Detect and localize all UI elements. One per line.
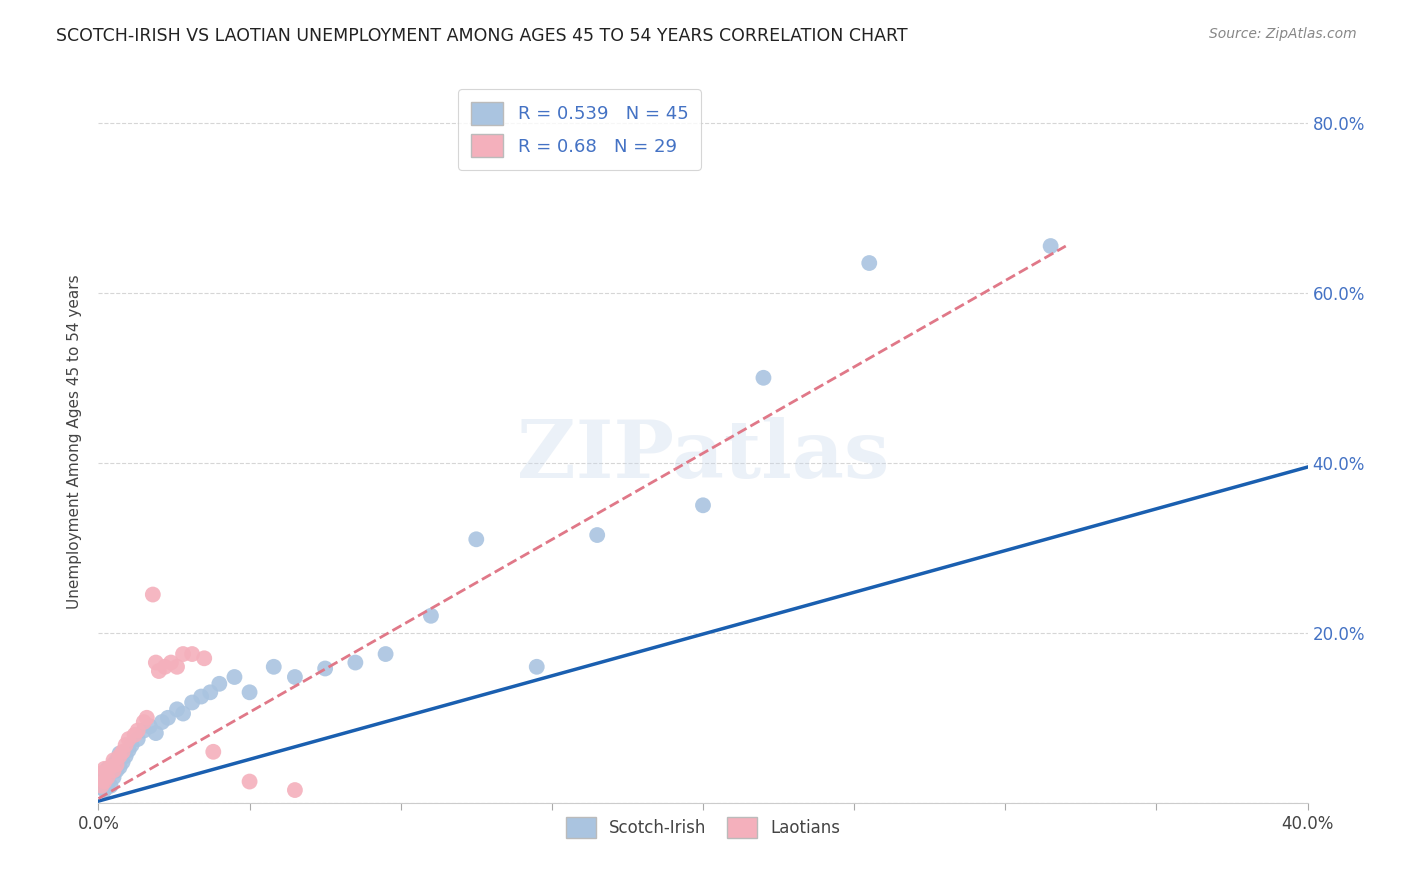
Point — [314, 661, 336, 675]
Point — [121, 738, 143, 752]
Legend: Scotch-Irish, Laotians: Scotch-Irish, Laotians — [560, 810, 846, 845]
Point — [1039, 239, 1062, 253]
Point — [239, 685, 262, 699]
Point — [93, 783, 115, 797]
Point — [224, 670, 246, 684]
Point — [108, 749, 131, 764]
Point — [166, 660, 188, 674]
Point — [181, 647, 204, 661]
Point — [135, 711, 157, 725]
Point — [124, 728, 146, 742]
Point — [139, 719, 162, 733]
Point — [208, 677, 231, 691]
Point — [105, 757, 128, 772]
Point — [858, 256, 880, 270]
Point — [103, 770, 125, 784]
Point — [150, 714, 173, 729]
Point — [127, 723, 149, 738]
Point — [118, 743, 141, 757]
Point — [692, 498, 714, 512]
Point — [172, 706, 194, 721]
Point — [105, 753, 128, 767]
Point — [181, 696, 204, 710]
Y-axis label: Unemployment Among Ages 45 to 54 years: Unemployment Among Ages 45 to 54 years — [67, 274, 83, 609]
Point — [111, 745, 134, 759]
Point — [284, 670, 307, 684]
Point — [90, 780, 112, 795]
Point — [127, 732, 149, 747]
Point — [93, 774, 115, 789]
Point — [103, 764, 125, 778]
Point — [156, 711, 179, 725]
Point — [90, 779, 112, 793]
Point — [132, 714, 155, 729]
Point — [114, 749, 136, 764]
Point — [93, 762, 115, 776]
Point — [100, 779, 122, 793]
Point — [190, 690, 212, 704]
Point — [93, 769, 115, 783]
Point — [166, 702, 188, 716]
Point — [284, 783, 307, 797]
Point — [145, 726, 167, 740]
Point — [105, 764, 128, 778]
Point — [374, 647, 396, 661]
Point — [108, 760, 131, 774]
Point — [96, 770, 118, 784]
Point — [193, 651, 215, 665]
Point — [148, 664, 170, 678]
Text: ZIPatlas: ZIPatlas — [517, 417, 889, 495]
Point — [114, 738, 136, 752]
Point — [118, 732, 141, 747]
Point — [103, 753, 125, 767]
Point — [145, 656, 167, 670]
Point — [586, 528, 609, 542]
Point — [90, 774, 112, 789]
Point — [103, 757, 125, 772]
Point — [142, 588, 165, 602]
Point — [111, 755, 134, 769]
Point — [96, 777, 118, 791]
Point — [420, 608, 443, 623]
Point — [465, 533, 488, 547]
Point — [132, 723, 155, 738]
Point — [172, 647, 194, 661]
Point — [263, 660, 285, 674]
Point — [200, 685, 222, 699]
Point — [100, 764, 122, 778]
Point — [90, 766, 112, 780]
Point — [153, 660, 176, 674]
Point — [202, 745, 225, 759]
Point — [344, 656, 367, 670]
Point — [752, 371, 775, 385]
Point — [160, 656, 183, 670]
Point — [96, 762, 118, 776]
Point — [239, 774, 262, 789]
Text: Source: ZipAtlas.com: Source: ZipAtlas.com — [1209, 27, 1357, 41]
Point — [108, 747, 131, 761]
Point — [526, 660, 548, 674]
Text: SCOTCH-IRISH VS LAOTIAN UNEMPLOYMENT AMONG AGES 45 TO 54 YEARS CORRELATION CHART: SCOTCH-IRISH VS LAOTIAN UNEMPLOYMENT AMO… — [56, 27, 908, 45]
Point — [100, 760, 122, 774]
